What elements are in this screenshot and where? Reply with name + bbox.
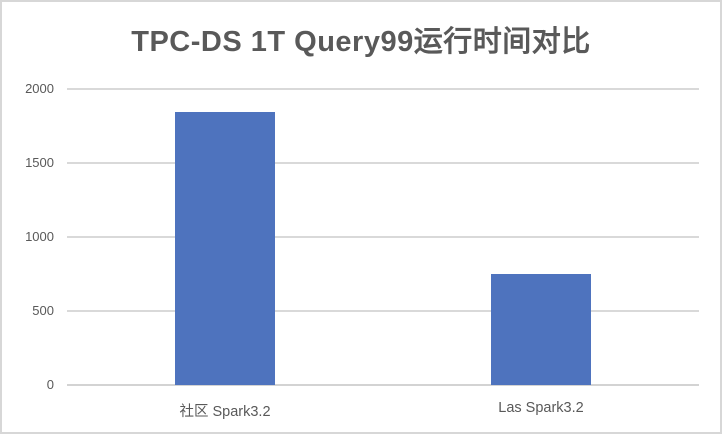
gridline bbox=[67, 310, 699, 312]
bar-2 bbox=[491, 274, 591, 385]
y-tick-label: 0 bbox=[46, 377, 54, 392]
gridline bbox=[67, 236, 699, 238]
y-tick-label: 500 bbox=[32, 303, 54, 318]
y-tick-label: 2000 bbox=[25, 81, 54, 96]
gridline bbox=[67, 88, 699, 90]
plot-area bbox=[67, 88, 699, 386]
chart-title: TPC-DS 1T Query99运行时间对比 bbox=[131, 26, 591, 58]
x-axis-line bbox=[67, 384, 699, 386]
gridline bbox=[67, 162, 699, 164]
y-tick-label: 1500 bbox=[25, 155, 54, 170]
bar-1 bbox=[175, 112, 275, 385]
x-category-label: Las Spark3.2 bbox=[498, 400, 584, 416]
y-tick-label: 1000 bbox=[25, 229, 54, 244]
x-category-label: 社区 Spark3.2 bbox=[179, 404, 271, 420]
